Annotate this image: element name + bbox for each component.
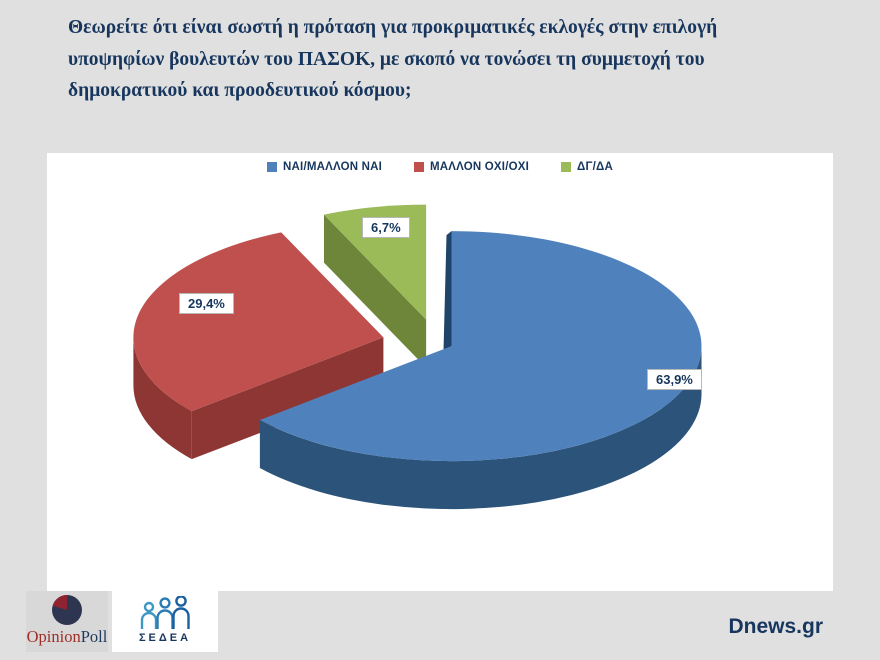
site-credit: Dnews.gr	[728, 615, 823, 638]
legend-item: ΝΑΙ/ΜΑΛΛΟΝ ΝΑΙ	[267, 161, 382, 173]
data-label-dk: 6,7%	[362, 217, 410, 238]
chart-panel: ΝΑΙ/ΜΑΛΛΟΝ ΝΑΙ ΜΑΛΛΟΝ ΟΧΙ/ΟΧΙ ΔΓ/ΔΑ 63,9% …	[47, 153, 833, 591]
opinionpoll-wordmark: OpinionPoll	[26, 627, 108, 646]
opinionpoll-pie-icon	[52, 595, 82, 625]
pie-slice-face	[443, 231, 452, 352]
pie-slice-face	[133, 337, 192, 460]
sedea-logo: ΣΕΔΕΑ	[112, 591, 218, 652]
data-label-yes: 63,9%	[647, 369, 702, 390]
question-title: Θεωρείτε ότι είναι σωστή η πρόταση για π…	[68, 17, 718, 102]
legend-label: ΜΑΛΛΟΝ ΟΧΙ/ΟΧΙ	[430, 161, 529, 173]
legend-item: ΜΑΛΛΟΝ ΟΧΙ/ΟΧΙ	[414, 161, 529, 173]
opinionpoll-word-opinion: Opinion	[26, 627, 81, 646]
legend-swatch	[267, 162, 278, 172]
sedea-wordmark: ΣΕΔΕΑ	[138, 632, 192, 644]
legend-item: ΔΓ/ΔΑ	[561, 161, 613, 173]
pie-slice-face	[191, 337, 384, 460]
legend-label: ΝΑΙ/ΜΑΛΛΟΝ ΝΑΙ	[283, 161, 383, 173]
pie-slice-face	[323, 214, 427, 368]
pie-slice-face	[259, 231, 702, 462]
opinionpoll-word-poll: Poll	[80, 627, 108, 646]
legend-swatch	[414, 162, 425, 172]
data-label-no: 29,4%	[179, 293, 234, 314]
pie-slice-face	[259, 346, 702, 510]
pie-chart	[133, 204, 702, 510]
chart-legend: ΝΑΙ/ΜΑΛΛΟΝ ΝΑΙ ΜΑΛΛΟΝ ΟΧΙ/ΟΧΙ ΔΓ/ΔΑ	[47, 161, 833, 173]
pie-slice-face	[133, 232, 384, 412]
legend-label: ΔΓ/ΔΑ	[577, 161, 613, 173]
sedea-people-icon	[140, 596, 190, 629]
legend-swatch	[561, 162, 571, 172]
opinionpoll-logo: OpinionPoll	[26, 591, 108, 652]
